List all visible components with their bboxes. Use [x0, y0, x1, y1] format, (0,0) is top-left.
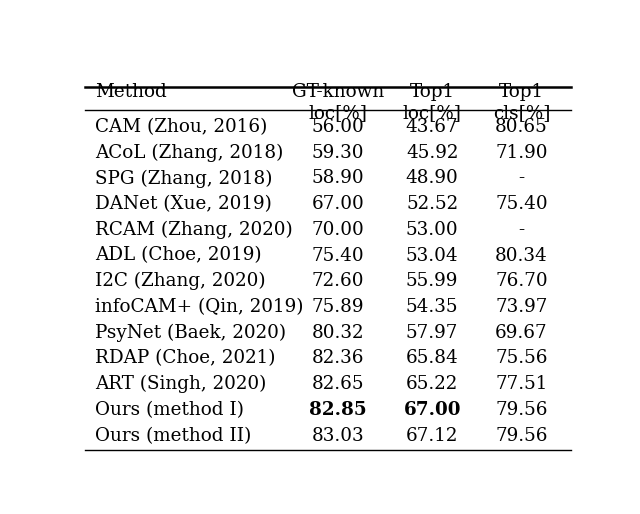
Text: Ours (method I): Ours (method I): [95, 401, 244, 419]
Text: 65.22: 65.22: [406, 375, 458, 393]
Text: 43.67: 43.67: [406, 118, 458, 136]
Text: -: -: [518, 221, 525, 239]
Text: ADL (Choe, 2019): ADL (Choe, 2019): [95, 247, 262, 265]
Text: 75.56: 75.56: [495, 350, 548, 368]
Text: 75.40: 75.40: [495, 195, 548, 213]
Text: 70.00: 70.00: [312, 221, 364, 239]
Text: 55.99: 55.99: [406, 272, 458, 290]
Text: RDAP (Choe, 2021): RDAP (Choe, 2021): [95, 350, 275, 368]
Text: SPG (Zhang, 2018): SPG (Zhang, 2018): [95, 169, 273, 188]
Text: 82.65: 82.65: [312, 375, 364, 393]
Text: 71.90: 71.90: [495, 143, 548, 161]
Text: 59.30: 59.30: [312, 143, 364, 161]
Text: 57.97: 57.97: [406, 324, 458, 342]
Text: 82.36: 82.36: [312, 350, 364, 368]
Text: 83.03: 83.03: [312, 427, 364, 445]
Text: 80.32: 80.32: [312, 324, 364, 342]
Text: 82.85: 82.85: [309, 401, 367, 419]
Text: Ours (method II): Ours (method II): [95, 427, 252, 445]
Text: 67.00: 67.00: [312, 195, 364, 213]
Text: Top1
cls[%]: Top1 cls[%]: [493, 83, 550, 122]
Text: ART (Singh, 2020): ART (Singh, 2020): [95, 375, 266, 393]
Text: ACoL (Zhang, 2018): ACoL (Zhang, 2018): [95, 143, 284, 162]
Text: infoCAM+ (Qin, 2019): infoCAM+ (Qin, 2019): [95, 298, 303, 316]
Text: 73.97: 73.97: [495, 298, 548, 316]
Text: 80.34: 80.34: [495, 247, 548, 265]
Text: 56.00: 56.00: [312, 118, 364, 136]
Text: 67.12: 67.12: [406, 427, 458, 445]
Text: Method: Method: [95, 83, 166, 101]
Text: PsyNet (Baek, 2020): PsyNet (Baek, 2020): [95, 324, 286, 342]
Text: CAM (Zhou, 2016): CAM (Zhou, 2016): [95, 118, 268, 136]
Text: Top1
loc[%]: Top1 loc[%]: [403, 83, 461, 122]
Text: 52.52: 52.52: [406, 195, 458, 213]
Text: 48.90: 48.90: [406, 169, 458, 187]
Text: 76.70: 76.70: [495, 272, 548, 290]
Text: GT-known
loc[%]: GT-known loc[%]: [292, 83, 384, 122]
Text: I2C (Zhang, 2020): I2C (Zhang, 2020): [95, 272, 266, 290]
Text: 45.92: 45.92: [406, 143, 458, 161]
Text: 65.84: 65.84: [406, 350, 458, 368]
Text: RCAM (Zhang, 2020): RCAM (Zhang, 2020): [95, 221, 292, 239]
Text: 79.56: 79.56: [495, 401, 548, 419]
Text: 80.65: 80.65: [495, 118, 548, 136]
Text: 67.00: 67.00: [403, 401, 461, 419]
Text: 75.40: 75.40: [312, 247, 364, 265]
Text: 77.51: 77.51: [495, 375, 548, 393]
Text: 79.56: 79.56: [495, 427, 548, 445]
Text: DANet (Xue, 2019): DANet (Xue, 2019): [95, 195, 272, 213]
Text: 53.00: 53.00: [406, 221, 458, 239]
Text: 69.67: 69.67: [495, 324, 548, 342]
Text: 72.60: 72.60: [312, 272, 364, 290]
Text: 58.90: 58.90: [312, 169, 364, 187]
Text: 75.89: 75.89: [312, 298, 364, 316]
Text: 53.04: 53.04: [406, 247, 458, 265]
Text: -: -: [518, 169, 525, 187]
Text: 54.35: 54.35: [406, 298, 458, 316]
